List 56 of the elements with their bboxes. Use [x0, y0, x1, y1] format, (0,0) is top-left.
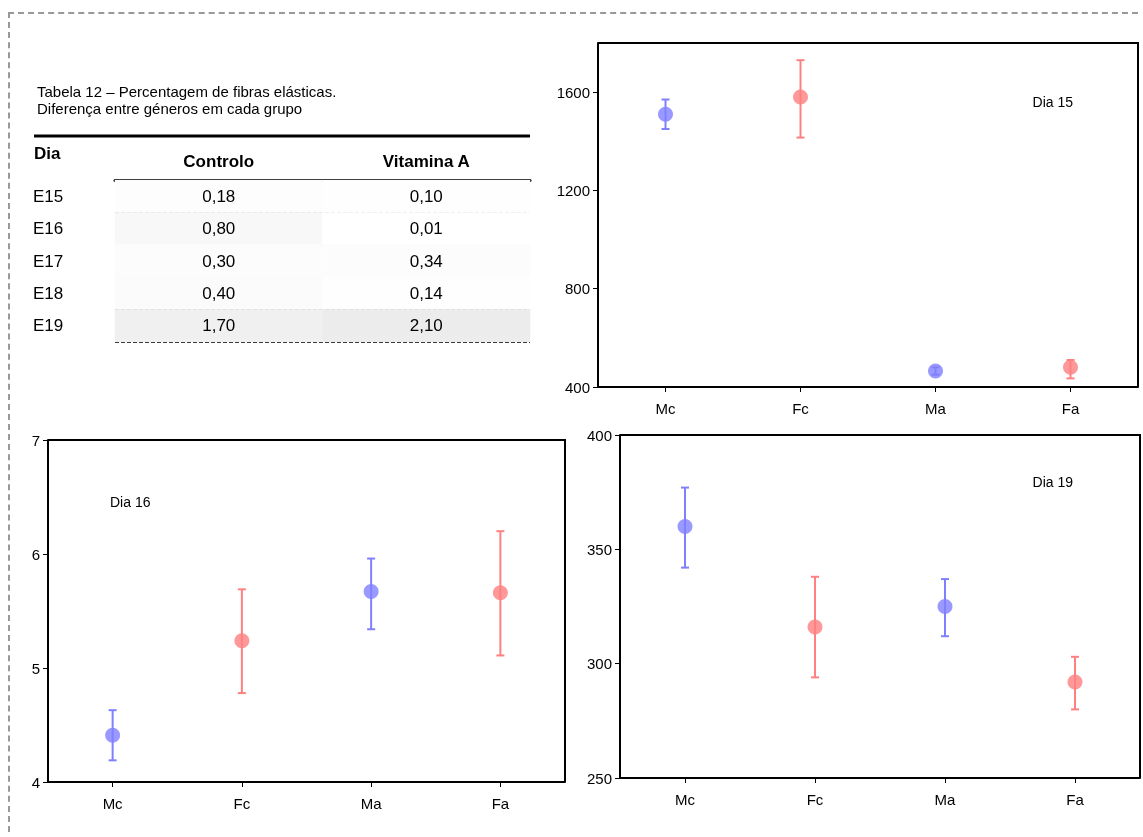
y-tick-label: 6 [31, 545, 40, 563]
x-tick-label: Mc [675, 791, 696, 808]
y-tick-label: 300 [586, 655, 612, 673]
x-tick-label: Fc [806, 791, 824, 808]
y-tick-label: 400 [564, 378, 590, 396]
y-tick-label: 4 [31, 773, 40, 791]
point [1067, 674, 1083, 690]
data-label: 0,10 [409, 186, 443, 206]
point [677, 518, 693, 534]
y-tick-label: E15 [33, 186, 64, 206]
x-tick-label: Ma [925, 400, 947, 417]
x-tick-label: Mc [655, 400, 676, 417]
data-label: 0,34 [409, 251, 443, 271]
y-tick-label: 7 [31, 431, 40, 449]
y-tick-label: 5 [31, 659, 40, 677]
point [658, 106, 673, 122]
y-tick-label: E17 [33, 251, 64, 271]
annotation: Dia 19 [1032, 474, 1074, 490]
x-tick-label: Fc [792, 400, 810, 417]
x-tick-label: Ma [360, 795, 383, 812]
y-axis-title: Dia [34, 144, 61, 163]
point [937, 599, 953, 614]
data-label: 1,70 [202, 316, 236, 336]
x-tick-label: Mc [102, 795, 124, 812]
data-label: 0,80 [202, 219, 236, 239]
x-tick-label: Fa [491, 795, 510, 812]
y-tick-label: 350 [586, 540, 612, 558]
x-tick-label: Controlo [183, 152, 255, 171]
y-tick-label: E16 [33, 219, 64, 239]
data-label: 0,01 [409, 219, 443, 239]
x-tick-label: Fa [1061, 400, 1080, 417]
data-label: 0,14 [409, 283, 443, 303]
y-tick-label: E18 [33, 283, 64, 303]
data-label: 0,40 [202, 283, 236, 303]
point [492, 585, 508, 601]
x-tick-label: Fa [1066, 791, 1085, 808]
point [105, 727, 121, 743]
annotation: Dia 16 [110, 494, 151, 510]
point [363, 584, 379, 600]
point [234, 633, 250, 649]
x-tick-label: Ma [934, 791, 957, 808]
x-tick-label: Vitamina A [382, 152, 470, 171]
data-label: 0,30 [202, 251, 236, 271]
y-tick-label: 250 [586, 769, 612, 787]
y-tick-label: 400 [586, 426, 612, 444]
x-tick-label: Fc [233, 795, 251, 812]
chart-title: Tabela 12 – Percentagem de fibras elásticas. Diferença entre géneros em cada grupo [37, 83, 341, 117]
y-tick-label: 1600 [556, 83, 590, 101]
data-label: 0,18 [202, 186, 236, 206]
point [807, 619, 823, 635]
y-tick-label: E19 [33, 316, 64, 336]
annotation: Dia 15 [1032, 94, 1074, 110]
data-label: 2,10 [409, 316, 443, 336]
point [793, 89, 808, 105]
y-tick-label: 800 [564, 280, 590, 298]
y-tick-label: 1200 [556, 181, 590, 199]
